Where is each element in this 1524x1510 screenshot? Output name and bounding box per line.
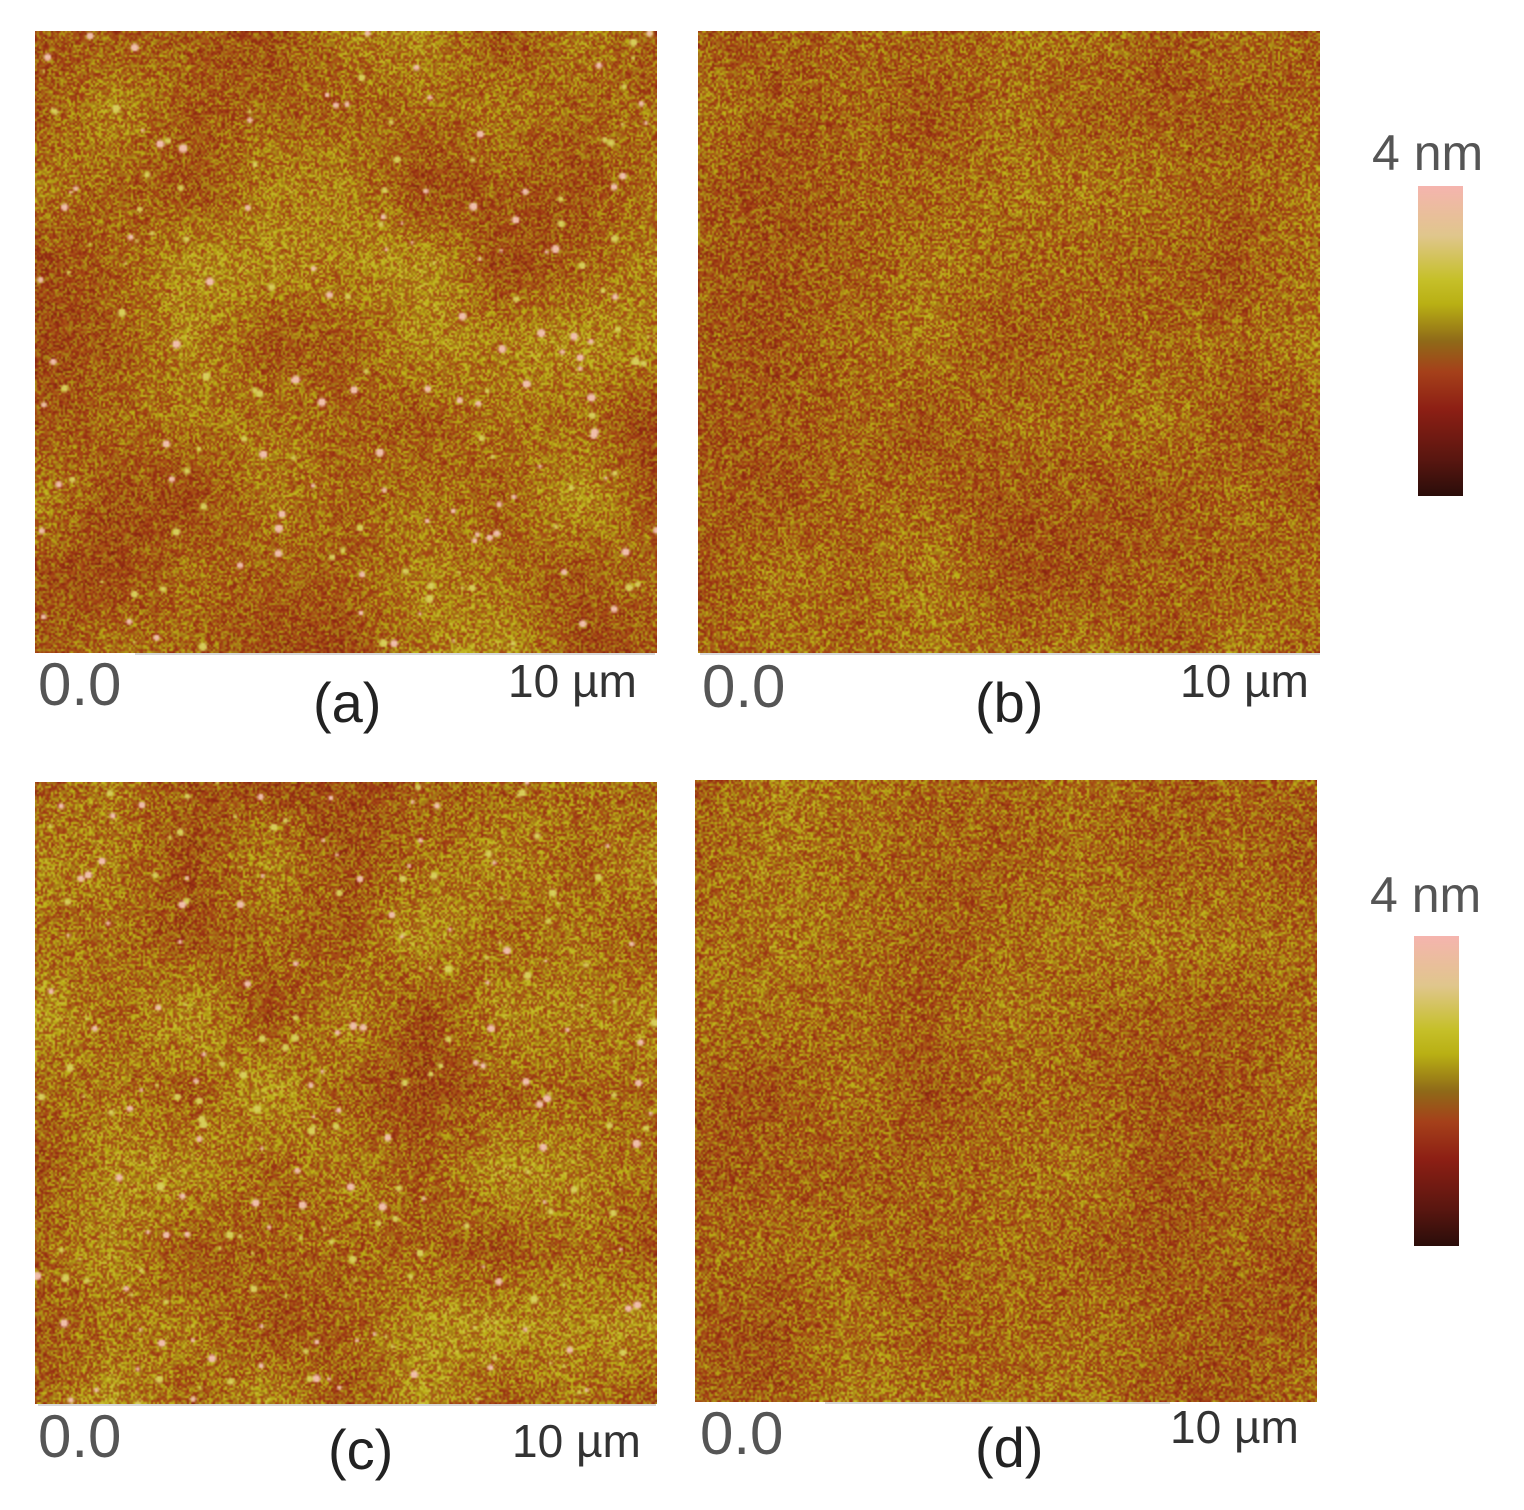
afm-panel-c (35, 782, 657, 1404)
afm-image-d (695, 780, 1317, 1402)
axis-line-a (135, 653, 655, 655)
afm-image-a (35, 31, 657, 653)
panel-label-b: (b) (975, 671, 1044, 734)
origin-label-b: 0.0 (702, 653, 786, 720)
origin-label-c: 0.0 (38, 1403, 122, 1470)
scale-label-b: 10 µm (1180, 655, 1309, 707)
colorbar-max-label-bottom: 4 nm (1370, 867, 1482, 923)
scale-label-a: 10 µm (508, 655, 637, 707)
panel-label-c: (c) (328, 1418, 394, 1481)
axis-line-b (700, 653, 1320, 655)
scale-label-c: 10 µm (512, 1415, 641, 1467)
afm-panel-a (35, 31, 657, 653)
colorbar-max-label-top: 4 nm (1372, 125, 1484, 181)
scale-label-d: 10 µm (1170, 1401, 1299, 1453)
afm-panel-b (698, 31, 1320, 653)
afm-image-b (698, 31, 1320, 653)
panel-label-a: (a) (313, 671, 382, 734)
axis-line-c (38, 1404, 656, 1406)
origin-label-d: 0.0 (700, 1400, 784, 1467)
afm-image-c (35, 782, 657, 1404)
origin-label-a: 0.0 (38, 651, 122, 718)
afm-panel-d (695, 780, 1317, 1402)
height-colorbar-top (1418, 186, 1463, 496)
axis-line-d (825, 1402, 1170, 1404)
panel-label-d: (d) (975, 1416, 1044, 1479)
height-colorbar-bottom (1414, 936, 1459, 1246)
